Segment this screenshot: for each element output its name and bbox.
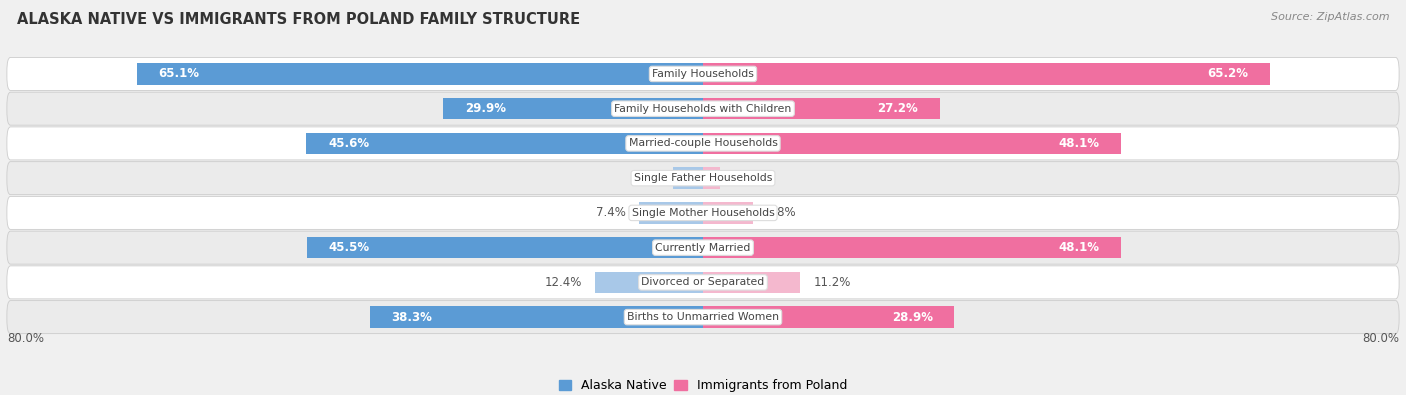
Text: 65.2%: 65.2% <box>1208 68 1249 81</box>
Bar <box>703 202 754 224</box>
Text: 38.3%: 38.3% <box>391 310 433 324</box>
Bar <box>638 202 703 224</box>
Bar <box>703 237 1122 258</box>
Text: 2.0%: 2.0% <box>734 172 763 184</box>
Bar <box>595 272 703 293</box>
Text: Single Father Households: Single Father Households <box>634 173 772 183</box>
Bar <box>307 133 703 154</box>
Bar <box>703 167 720 189</box>
FancyBboxPatch shape <box>7 92 1399 125</box>
FancyBboxPatch shape <box>7 301 1399 334</box>
Text: Married-couple Households: Married-couple Households <box>628 138 778 149</box>
Bar <box>672 167 703 189</box>
FancyBboxPatch shape <box>7 231 1399 264</box>
Bar <box>703 98 939 119</box>
Text: 80.0%: 80.0% <box>7 332 44 345</box>
Bar <box>370 307 703 328</box>
Bar <box>136 63 703 85</box>
Text: 65.1%: 65.1% <box>159 68 200 81</box>
Text: 28.9%: 28.9% <box>891 310 932 324</box>
FancyBboxPatch shape <box>7 127 1399 160</box>
FancyBboxPatch shape <box>7 162 1399 195</box>
Bar <box>443 98 703 119</box>
Text: Divorced or Separated: Divorced or Separated <box>641 277 765 288</box>
Text: 29.9%: 29.9% <box>464 102 506 115</box>
FancyBboxPatch shape <box>7 196 1399 229</box>
Text: 11.2%: 11.2% <box>814 276 851 289</box>
Bar <box>307 237 703 258</box>
Text: 45.6%: 45.6% <box>328 137 370 150</box>
Text: Currently Married: Currently Married <box>655 243 751 253</box>
Bar <box>703 63 1270 85</box>
Text: Births to Unmarried Women: Births to Unmarried Women <box>627 312 779 322</box>
Text: 27.2%: 27.2% <box>877 102 918 115</box>
Bar <box>703 307 955 328</box>
Text: Single Mother Households: Single Mother Households <box>631 208 775 218</box>
FancyBboxPatch shape <box>7 266 1399 299</box>
Text: 80.0%: 80.0% <box>1362 332 1399 345</box>
Text: 48.1%: 48.1% <box>1059 137 1099 150</box>
Text: 3.5%: 3.5% <box>630 172 659 184</box>
Text: Family Households with Children: Family Households with Children <box>614 103 792 114</box>
Text: ALASKA NATIVE VS IMMIGRANTS FROM POLAND FAMILY STRUCTURE: ALASKA NATIVE VS IMMIGRANTS FROM POLAND … <box>17 12 581 27</box>
Legend: Alaska Native, Immigrants from Poland: Alaska Native, Immigrants from Poland <box>554 374 852 395</box>
Text: Source: ZipAtlas.com: Source: ZipAtlas.com <box>1271 12 1389 22</box>
Bar <box>703 133 1122 154</box>
Text: 12.4%: 12.4% <box>544 276 582 289</box>
FancyBboxPatch shape <box>7 57 1399 90</box>
Text: Family Households: Family Households <box>652 69 754 79</box>
Text: 7.4%: 7.4% <box>596 207 626 219</box>
Text: 48.1%: 48.1% <box>1059 241 1099 254</box>
Text: 5.8%: 5.8% <box>766 207 796 219</box>
Text: 45.5%: 45.5% <box>329 241 370 254</box>
Bar <box>703 272 800 293</box>
